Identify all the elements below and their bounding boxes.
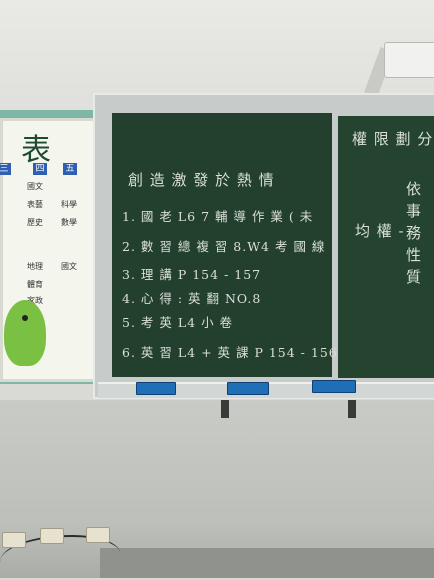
poster-badge: 三 — [0, 163, 11, 175]
board-bracket — [348, 400, 356, 418]
wall-outlet — [86, 527, 110, 543]
homework-item: 5. 考 英 L4 小 卷 — [122, 315, 234, 330]
poster-cell: 科學 — [61, 200, 77, 209]
right-board-column: 依 事 務 性 質 — [406, 180, 423, 286]
poster-cell: 國文 — [61, 262, 77, 271]
blackboard-main — [112, 113, 332, 377]
poster-badge: 四 — [33, 163, 47, 175]
wall-upper — [0, 0, 434, 110]
poster-heading: 表 — [21, 133, 51, 168]
projector — [384, 42, 434, 78]
cartoon-bird — [4, 300, 46, 366]
wall-outlet — [2, 532, 26, 548]
poster-cell: 地理 — [27, 262, 43, 271]
blackboard-eraser — [136, 382, 176, 395]
blackboard-eraser — [227, 382, 269, 395]
wall-outlet — [40, 528, 64, 544]
poster-cell: 數學 — [61, 218, 77, 227]
poster-cell: 家政 — [27, 296, 43, 305]
board-title: 創 造 激 發 於 熱 情 — [128, 171, 275, 189]
floor — [100, 548, 434, 578]
right-board-note: 均 權 - — [355, 222, 405, 240]
bird-eye — [22, 315, 28, 321]
poster-badge: 五 — [63, 163, 77, 175]
homework-item: 3. 理 講 P 154 - 157 — [122, 267, 262, 282]
poster-cell: 表藝 — [27, 200, 43, 209]
poster-cell: 歷史 — [27, 218, 43, 227]
blackboard-right — [338, 116, 434, 378]
homework-item: 4. 心 得 : 英 翻 NO.8 — [122, 291, 262, 306]
homework-item: 6. 英 習 L4 + 英 課 P 154 - 156 — [122, 345, 338, 360]
blackboard-eraser — [312, 380, 356, 393]
board-bracket — [221, 400, 229, 418]
homework-item: 1. 國 老 L6 7 輔 導 作 業 ( 未 — [122, 209, 314, 224]
homework-item: 2. 數 習 總 複 習 8.W4 考 國 線 — [122, 239, 326, 254]
right-board-heading: 權 限 劃 分 — [352, 130, 434, 148]
poster-cell: 體育 — [27, 280, 43, 289]
poster-cell: 國文 — [27, 182, 43, 191]
